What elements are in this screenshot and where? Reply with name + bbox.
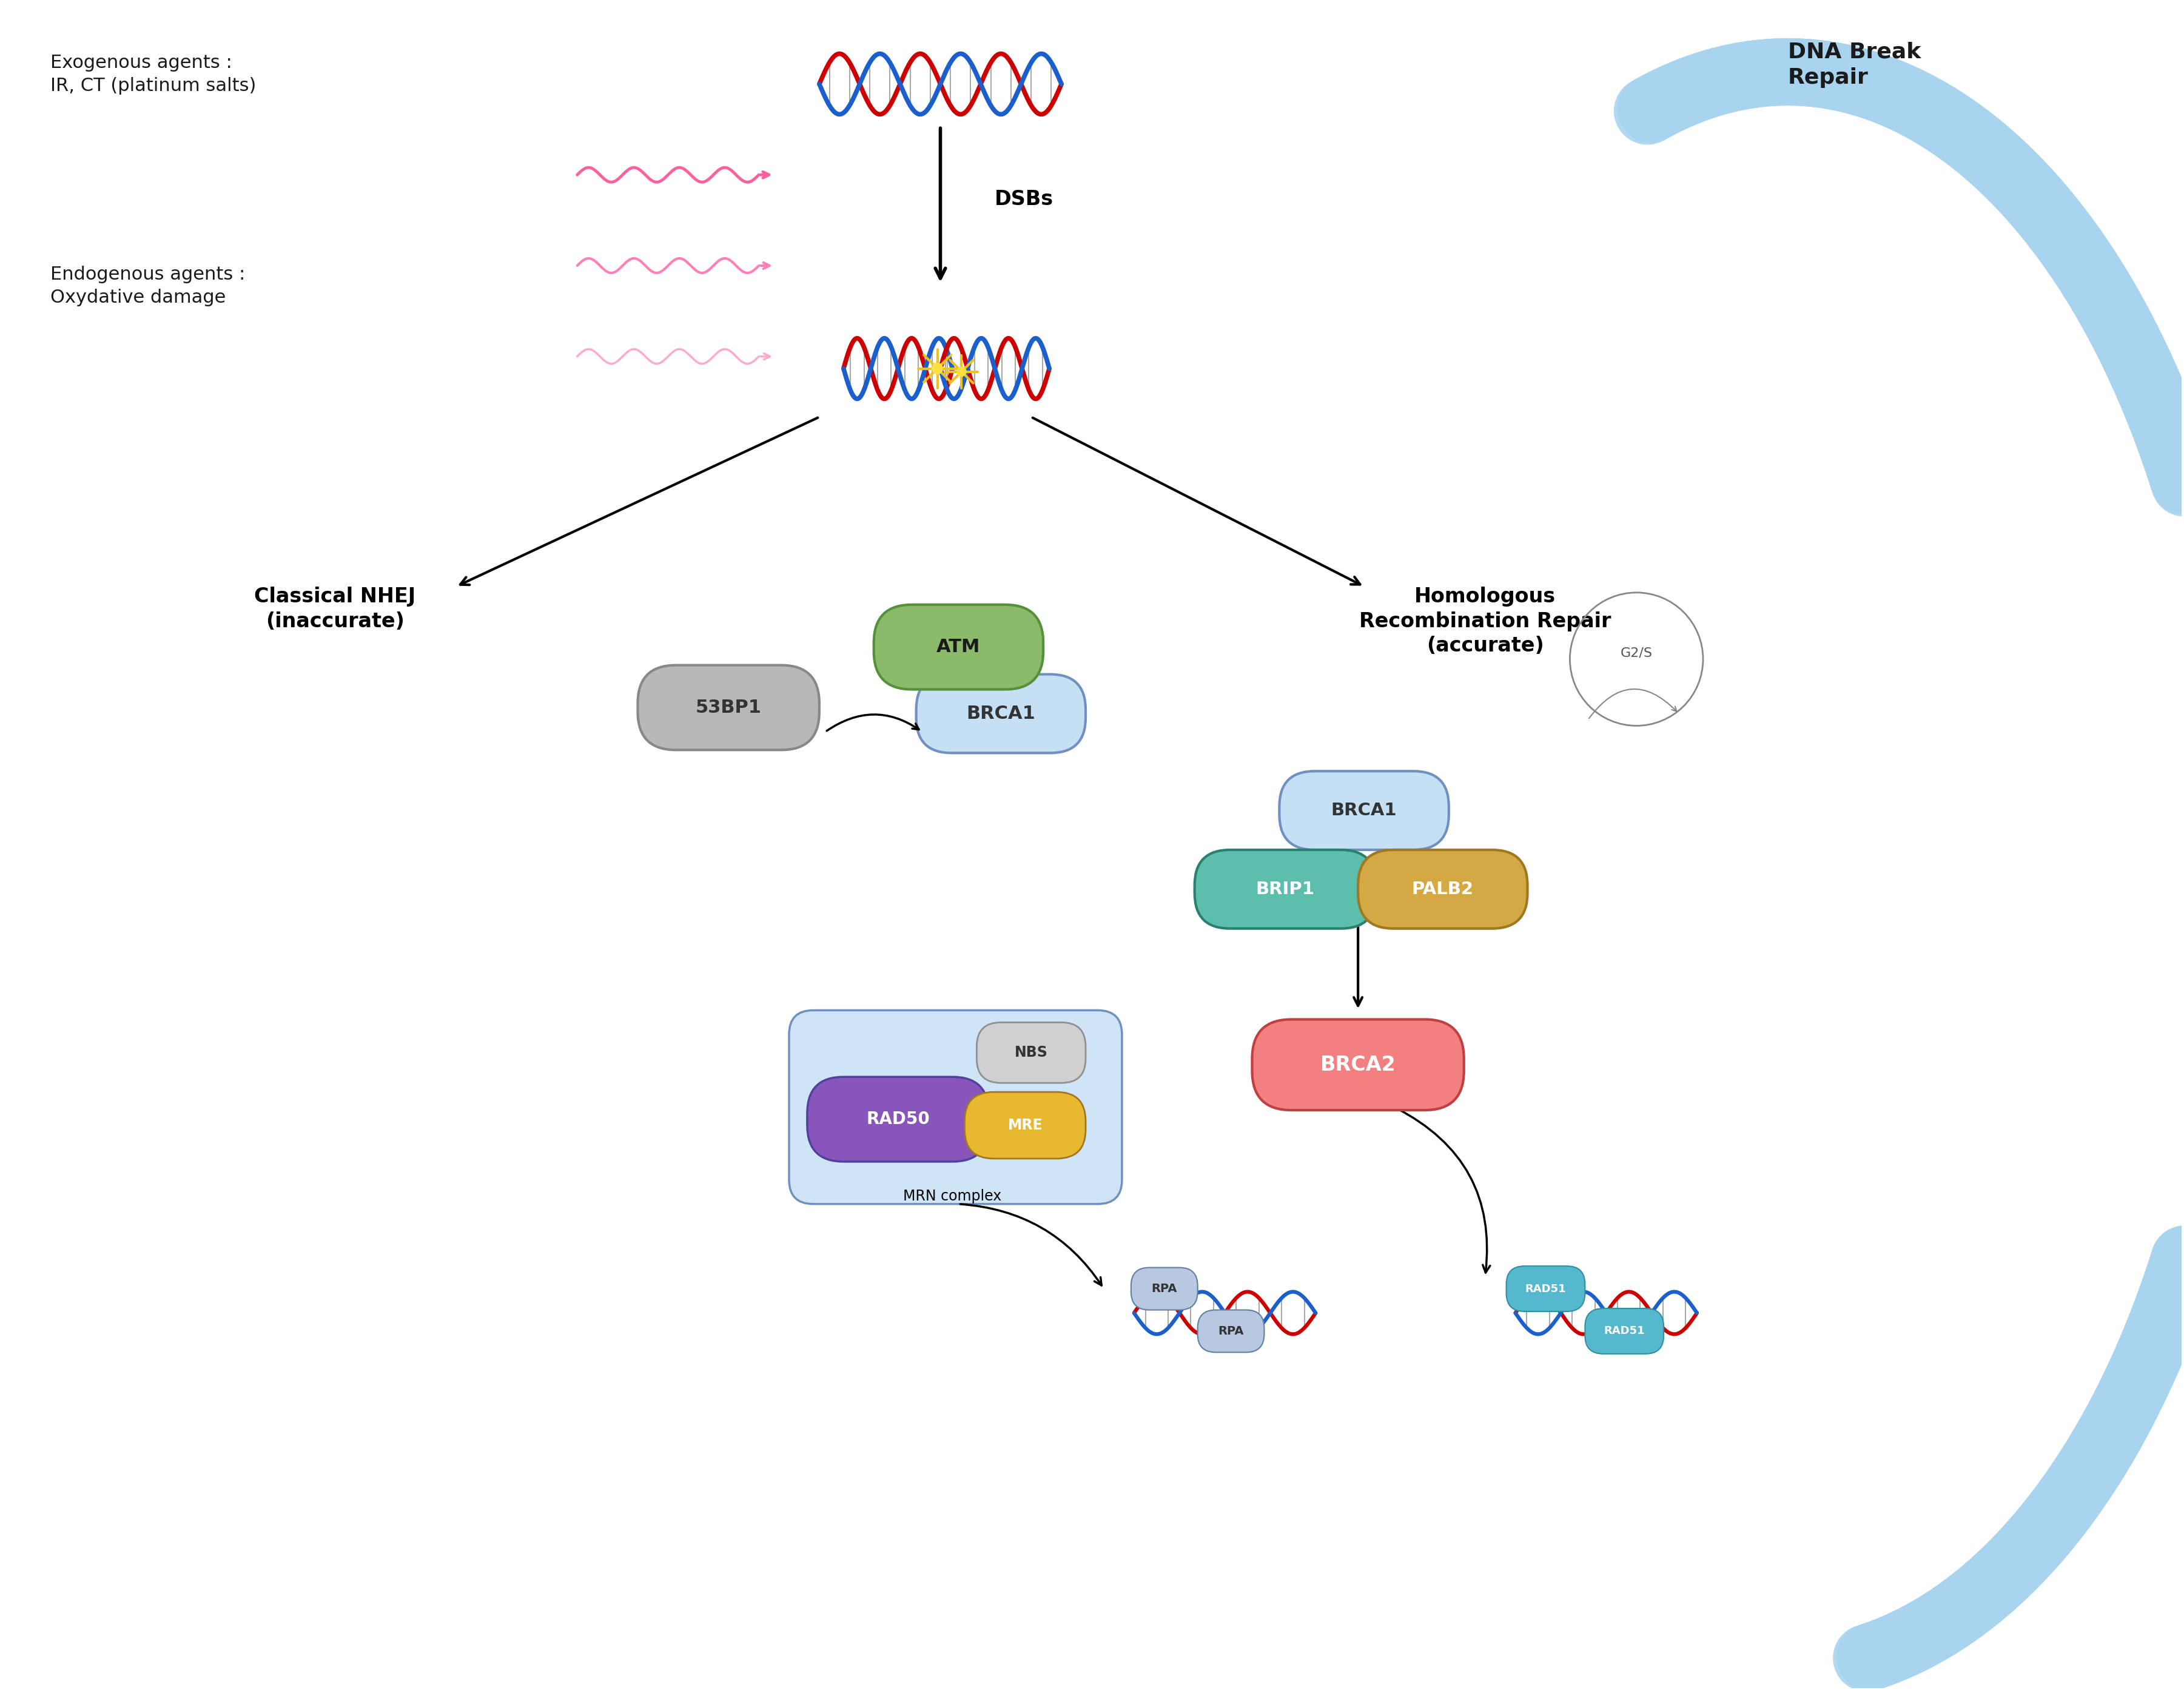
Text: Classical NHEJ
(inaccurate): Classical NHEJ (inaccurate) [253,586,415,632]
Text: G2/S: G2/S [1621,647,1653,659]
FancyBboxPatch shape [965,1092,1085,1159]
FancyBboxPatch shape [1507,1266,1586,1311]
Circle shape [933,363,943,373]
Text: RPA: RPA [1219,1325,1245,1337]
FancyBboxPatch shape [1586,1308,1664,1354]
Text: NBS: NBS [1016,1046,1048,1060]
Text: RAD51: RAD51 [1603,1325,1645,1337]
Text: ATM: ATM [937,639,981,656]
FancyBboxPatch shape [1195,850,1376,928]
Text: BRIP1: BRIP1 [1256,880,1315,897]
Text: PALB2: PALB2 [1411,880,1474,897]
FancyBboxPatch shape [788,1011,1123,1203]
FancyBboxPatch shape [1358,850,1527,928]
FancyBboxPatch shape [638,666,819,750]
FancyBboxPatch shape [1131,1268,1197,1310]
Text: MRE: MRE [1007,1119,1042,1132]
FancyBboxPatch shape [915,674,1085,754]
Text: BRCA2: BRCA2 [1319,1055,1396,1075]
FancyBboxPatch shape [1197,1310,1265,1352]
Text: Endogenous agents :
Oxydative damage: Endogenous agents : Oxydative damage [50,265,245,306]
FancyBboxPatch shape [808,1077,989,1161]
Circle shape [957,367,965,377]
Text: RPA: RPA [1151,1283,1177,1295]
FancyBboxPatch shape [1280,771,1448,850]
FancyBboxPatch shape [976,1022,1085,1083]
Text: MRN complex: MRN complex [904,1188,1002,1203]
Text: BRCA1: BRCA1 [965,705,1035,722]
Text: BRCA1: BRCA1 [1330,803,1398,820]
Text: DSBs: DSBs [996,189,1053,210]
FancyBboxPatch shape [874,605,1044,690]
FancyBboxPatch shape [1251,1019,1463,1110]
Text: DNA Break
Repair: DNA Break Repair [1789,42,1920,88]
Text: RAD50: RAD50 [867,1110,930,1127]
Text: 53BP1: 53BP1 [695,698,762,717]
Text: Exogenous agents :
IR, CT (platinum salts): Exogenous agents : IR, CT (platinum salt… [50,54,256,95]
Text: RAD51: RAD51 [1524,1283,1566,1295]
Text: Homologous
Recombination Repair
(accurate): Homologous Recombination Repair (accurat… [1358,586,1612,656]
